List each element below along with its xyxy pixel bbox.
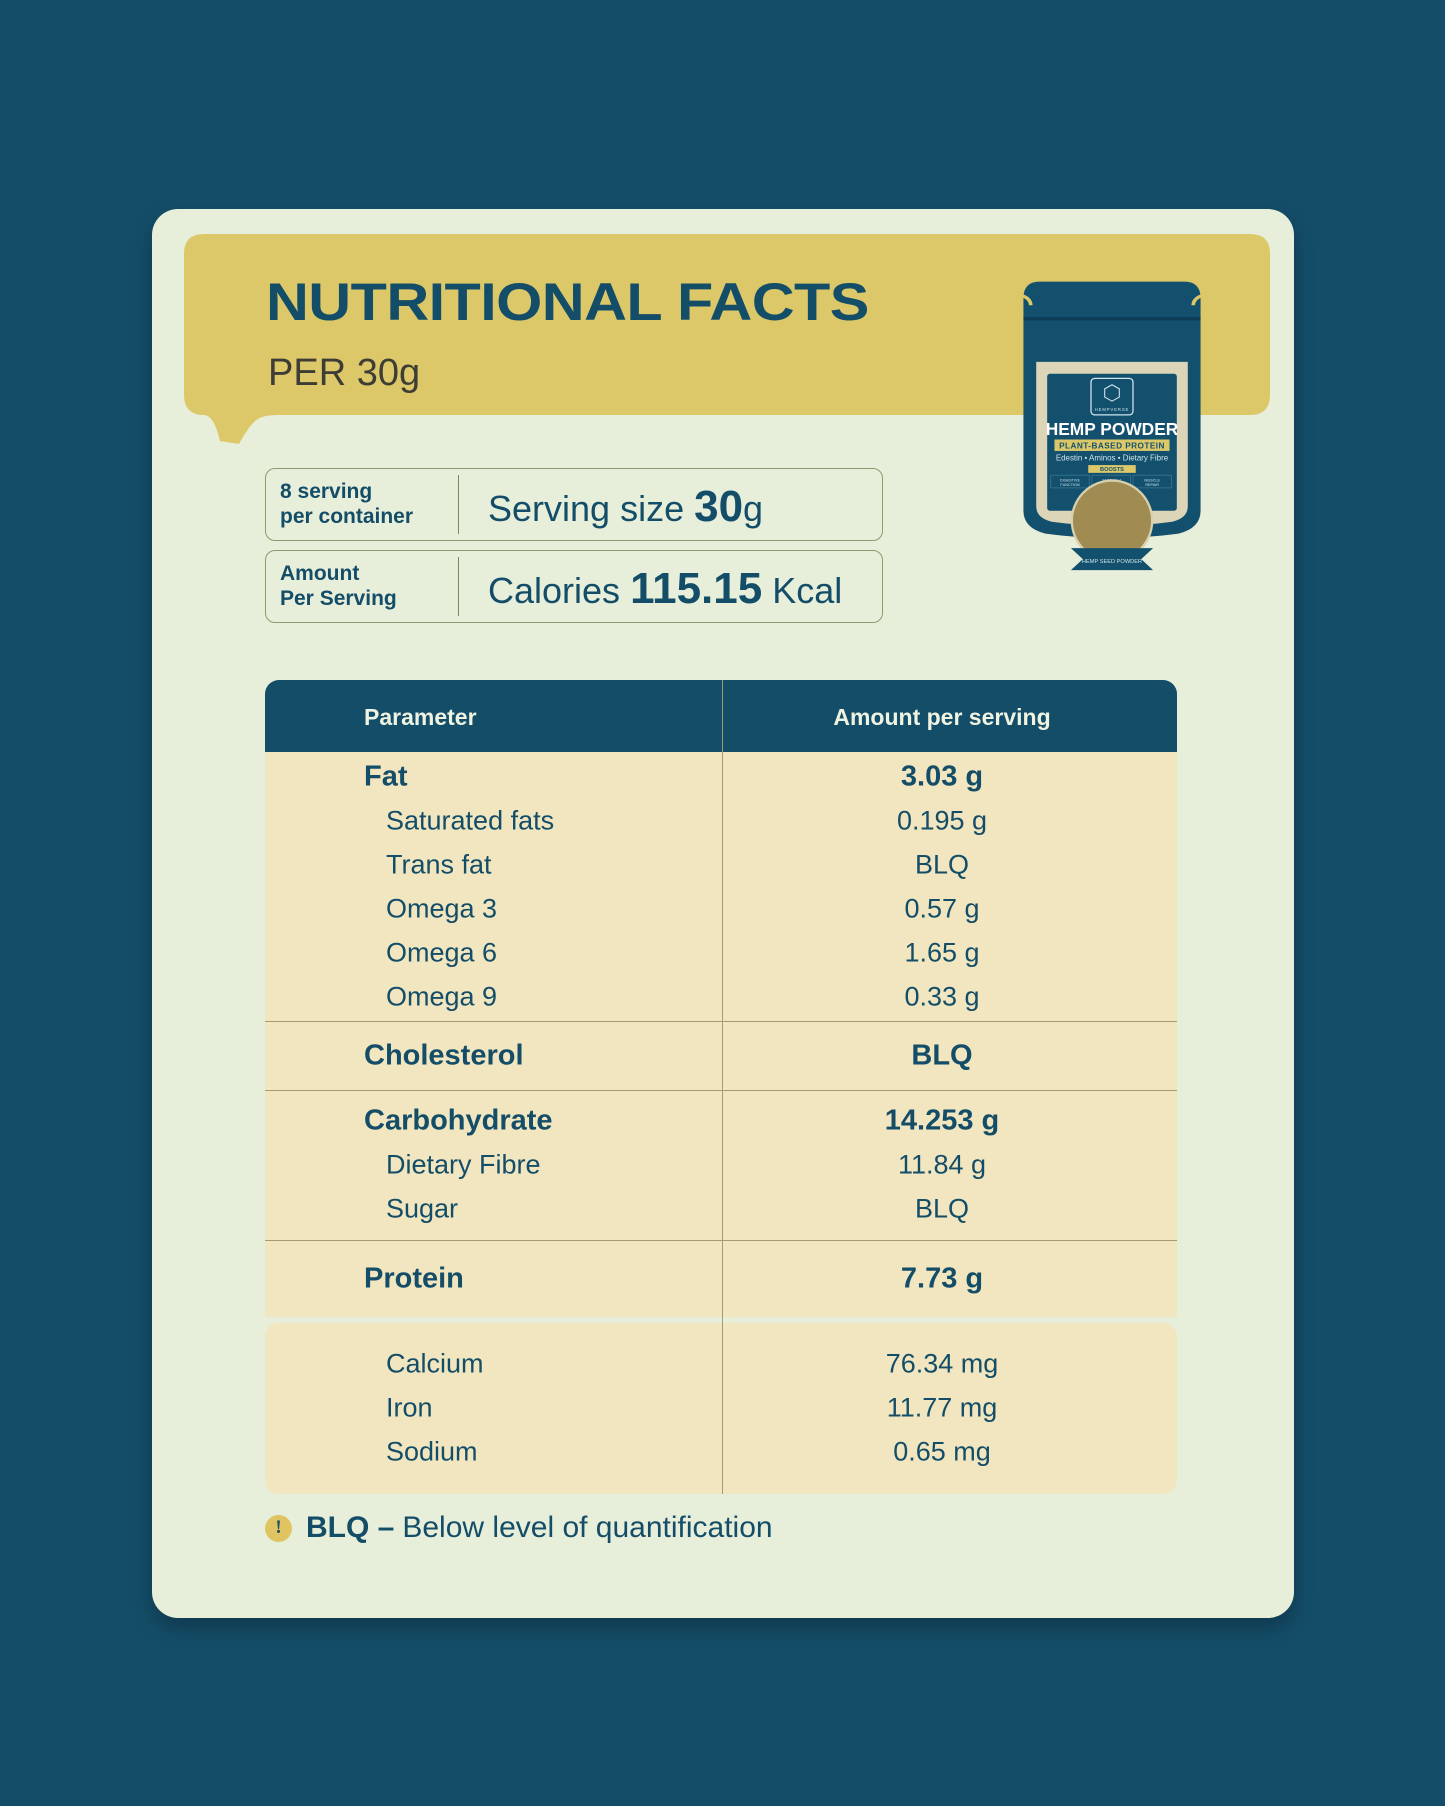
svg-text:HEMP SEED POWDER: HEMP SEED POWDER	[1082, 559, 1142, 565]
svg-text:REPAIR: REPAIR	[1145, 483, 1159, 487]
svg-text:Edestin • Aminos • Dietary Fib: Edestin • Aminos • Dietary Fibre	[1056, 454, 1169, 463]
svg-text:DIGESTIVE: DIGESTIVE	[1060, 479, 1080, 483]
svg-text:MUSCLE: MUSCLE	[1144, 479, 1160, 483]
svg-text:HEMPVERSE: HEMPVERSE	[1095, 407, 1130, 412]
svg-text:FUNCTION: FUNCTION	[1060, 483, 1080, 487]
svg-text:PLANT-BASED PROTEIN: PLANT-BASED PROTEIN	[1059, 442, 1165, 451]
svg-text:HEMP POWDER: HEMP POWDER	[1046, 419, 1179, 439]
svg-text:BOOSTS: BOOSTS	[1100, 467, 1124, 473]
